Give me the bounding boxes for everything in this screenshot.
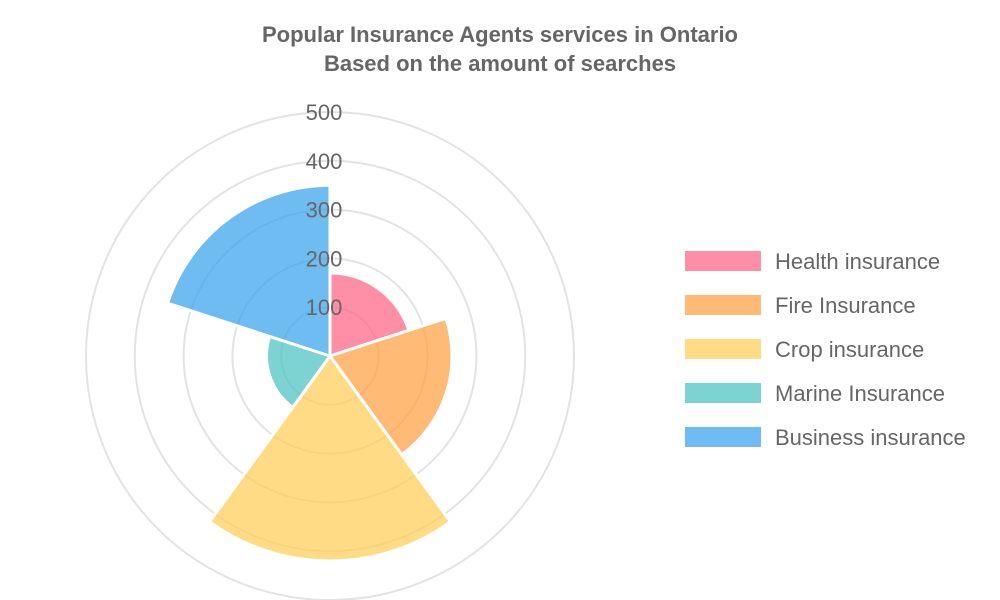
segment-marine-insurance[interactable] — [265, 334, 332, 409]
legend-swatch-business-insurance — [685, 427, 761, 447]
legend-item-fire-insurance[interactable]: Fire Insurance — [685, 293, 916, 318]
tick-label-100: 100 — [306, 295, 343, 320]
chart-title-line-1: Popular Insurance Agents services in Ont… — [262, 22, 738, 47]
tick-label-500: 500 — [306, 100, 343, 125]
legend-swatch-crop-insurance — [685, 339, 761, 359]
tick-label-300: 300 — [306, 198, 343, 223]
segment-crop-insurance[interactable] — [208, 354, 452, 563]
segment-business-insurance[interactable] — [166, 183, 332, 358]
polar-segments — [166, 183, 454, 563]
legend-swatch-fire-insurance — [685, 295, 761, 315]
tick-label-200: 200 — [306, 246, 343, 271]
radial-tick-labels: 100 200 300 400 500 — [306, 100, 343, 320]
grid-circle-5 — [85, 111, 575, 600]
legend-item-business-insurance[interactable]: Business insurance — [685, 425, 966, 450]
legend-label-crop-insurance: Crop insurance — [775, 337, 924, 362]
legend-label-health-insurance: Health insurance — [775, 249, 940, 274]
legend-label-marine-insurance: Marine Insurance — [775, 381, 945, 406]
legend-label-fire-insurance: Fire Insurance — [775, 293, 916, 318]
tick-label-400: 400 — [306, 149, 343, 174]
legend-swatch-health-insurance — [685, 251, 761, 271]
legend-item-health-insurance[interactable]: Health insurance — [685, 249, 940, 274]
segment-fire-insurance[interactable] — [328, 316, 454, 457]
legend-swatch-marine-insurance — [685, 383, 761, 403]
legend-label-business-insurance: Business insurance — [775, 425, 966, 450]
legend: Health insurance Fire Insurance Crop insur… — [685, 249, 966, 450]
chart-title-line-2: Based on the amount of searches — [324, 51, 676, 76]
legend-item-marine-insurance[interactable]: Marine Insurance — [685, 381, 945, 406]
legend-item-crop-insurance[interactable]: Crop insurance — [685, 337, 924, 362]
